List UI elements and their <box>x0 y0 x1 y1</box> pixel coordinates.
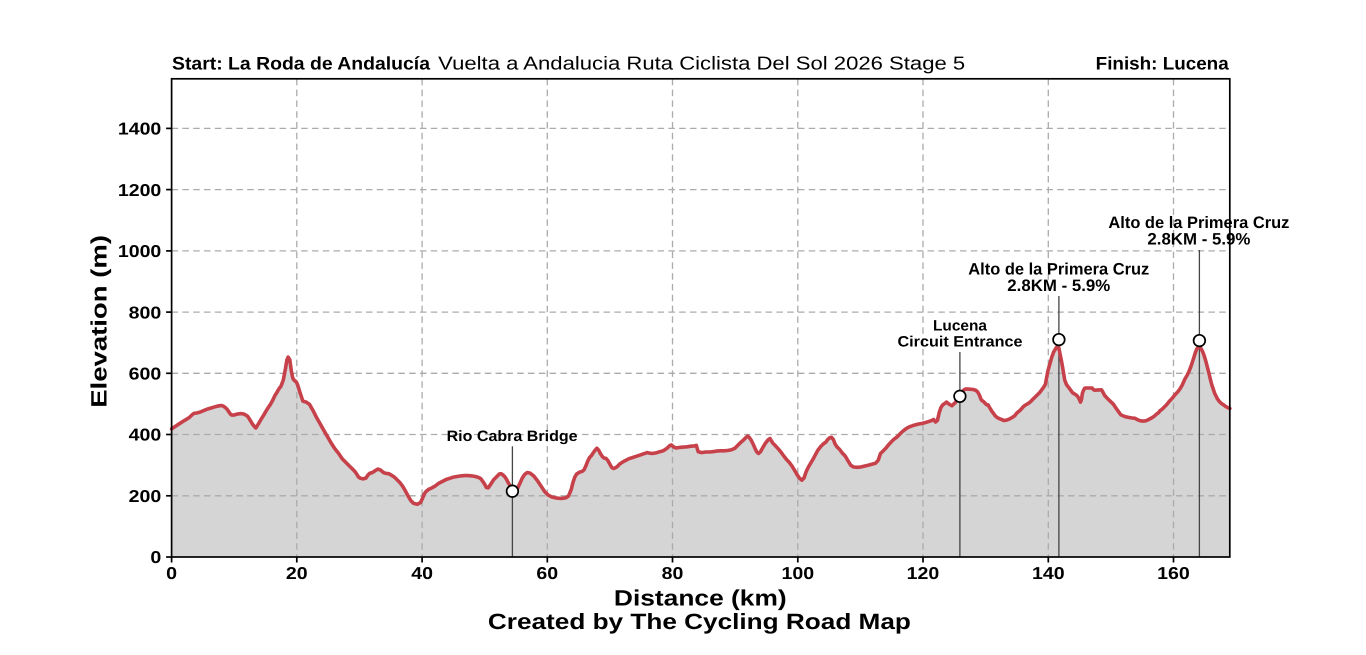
svg-text:Elevation (m): Elevation (m) <box>87 235 112 408</box>
svg-text:600: 600 <box>129 364 162 384</box>
svg-text:0: 0 <box>166 563 177 583</box>
svg-text:Circuit Entrance: Circuit Entrance <box>898 333 1023 350</box>
svg-text:1400: 1400 <box>118 119 161 139</box>
svg-text:1200: 1200 <box>118 180 161 200</box>
svg-text:40: 40 <box>411 563 433 583</box>
svg-text:Start: La Roda de Andalucía: Start: La Roda de Andalucía <box>172 53 431 73</box>
svg-text:1000: 1000 <box>118 241 161 261</box>
svg-text:0: 0 <box>150 547 161 567</box>
svg-text:20: 20 <box>286 563 308 583</box>
svg-text:140: 140 <box>1032 563 1065 583</box>
svg-text:160: 160 <box>1157 563 1190 583</box>
svg-text:Alto de la Primera Cruz: Alto de la Primera Cruz <box>1108 213 1289 232</box>
svg-text:800: 800 <box>129 302 162 322</box>
svg-text:100: 100 <box>782 563 815 583</box>
svg-text:400: 400 <box>129 425 162 445</box>
svg-text:Created by The Cycling Road Ma: Created by The Cycling Road Map <box>488 609 911 634</box>
svg-text:Rio Cabra Bridge: Rio Cabra Bridge <box>447 428 578 445</box>
svg-text:2.8KM - 5.9%: 2.8KM - 5.9% <box>1007 276 1110 295</box>
svg-text:120: 120 <box>907 563 940 583</box>
svg-text:Distance (km): Distance (km) <box>614 586 787 611</box>
svg-text:60: 60 <box>536 563 558 583</box>
svg-text:200: 200 <box>129 486 162 506</box>
svg-text:Finish: Lucena: Finish: Lucena <box>1096 53 1230 73</box>
svg-text:Lucena: Lucena <box>933 318 988 335</box>
svg-text:2.8KM - 5.9%: 2.8KM - 5.9% <box>1147 230 1250 249</box>
svg-text:Alto de la Primera Cruz: Alto de la Primera Cruz <box>968 259 1149 278</box>
svg-text:Vuelta a Andalucia Ruta Ciclis: Vuelta a Andalucia Ruta Ciclista Del Sol… <box>438 52 965 73</box>
svg-text:80: 80 <box>662 563 684 583</box>
